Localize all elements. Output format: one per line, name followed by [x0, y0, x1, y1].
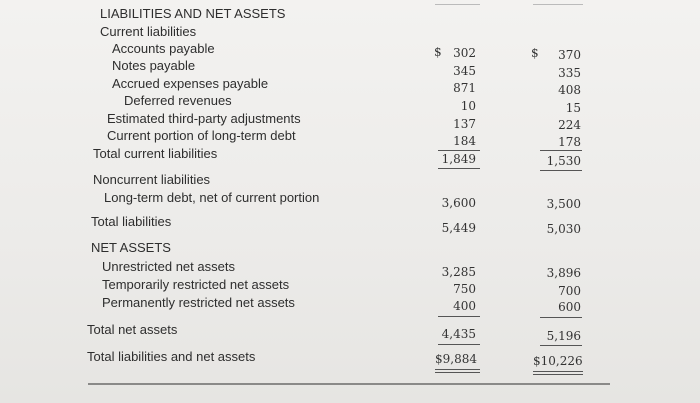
- noncurrent-liabilities-heading: Noncurrent liabilities: [93, 172, 211, 187]
- subtotal-rule: [438, 344, 480, 345]
- total-liabilities-label: Total liabilities: [91, 214, 172, 229]
- total-net-assets-label: Total net assets: [87, 322, 178, 337]
- line-item-label: Current portion of long-term debt: [107, 128, 296, 143]
- line-item-label: Long-term debt, net of current portion: [104, 190, 320, 205]
- double-underline: [533, 374, 583, 375]
- table-bottom-border: [88, 383, 610, 385]
- value-current-year: 750: [453, 282, 476, 296]
- value-current-year: 345: [453, 64, 476, 78]
- subtotal-rule: [540, 345, 582, 346]
- value-current-year: 302: [453, 46, 476, 60]
- value-prior-year: 408: [558, 83, 581, 97]
- current-liabilities-heading: Current liabilities: [100, 24, 197, 39]
- value-prior-year: 600: [558, 300, 581, 314]
- total-current-liabilities-prior-year: 1,530: [546, 154, 581, 168]
- dollar-sign: $: [434, 45, 442, 59]
- value-prior-year: 335: [558, 66, 581, 80]
- dollar-sign: $: [531, 46, 539, 60]
- subtotal-rule: [540, 317, 582, 318]
- value-current-year: 10: [460, 99, 476, 113]
- value-prior-year: 3,500: [546, 197, 581, 211]
- value-current-year: 3,285: [441, 265, 476, 279]
- value-current-year: 137: [453, 117, 476, 131]
- subtotal-rule: [540, 150, 582, 151]
- total-current-liabilities-label: Total current liabilities: [93, 146, 218, 161]
- value-current-year: 184: [453, 134, 476, 148]
- total-liabilities-current-year: 5,449: [441, 221, 476, 235]
- line-item-label: Estimated third-party adjustments: [107, 111, 301, 126]
- total-net-assets-prior-year: 5,196: [546, 329, 581, 343]
- section-header: LIABILITIES AND NET ASSETS: [100, 6, 286, 21]
- double-underline: [435, 372, 480, 373]
- grand-total-prior-year: $10,226: [533, 354, 583, 368]
- subtotal-rule: [438, 150, 480, 151]
- double-underline: [435, 369, 480, 370]
- value-current-year: 871: [453, 81, 476, 95]
- total-rule: [540, 170, 582, 171]
- net-assets-heading: NET ASSETS: [91, 240, 171, 255]
- line-item-label: Notes payable: [112, 58, 196, 73]
- total-liabilities-prior-year: 5,030: [546, 222, 581, 236]
- value-prior-year: 15: [565, 101, 581, 115]
- line-item-label: Permanently restricted net assets: [102, 295, 295, 310]
- grand-total-label: Total liabilities and net assets: [87, 349, 256, 364]
- subtotal-rule: [438, 316, 480, 317]
- value-prior-year: 178: [558, 135, 581, 149]
- value-prior-year: 370: [558, 48, 581, 62]
- value-prior-year: 224: [558, 118, 581, 132]
- total-rule: [438, 168, 480, 169]
- column-rule: [435, 4, 480, 5]
- total-current-liabilities-current-year: 1,849: [441, 152, 476, 166]
- column-rule: [533, 4, 583, 5]
- double-underline: [533, 371, 583, 372]
- value-current-year: 3,600: [441, 196, 476, 210]
- value-current-year: 400: [453, 299, 476, 313]
- line-item-label: Unrestricted net assets: [102, 259, 235, 274]
- grand-total-current-year: $9,884: [435, 352, 477, 366]
- value-prior-year: 3,896: [546, 266, 581, 280]
- line-item-label: Deferred revenues: [124, 93, 232, 108]
- line-item-label: Accounts payable: [112, 41, 215, 56]
- total-net-assets-current-year: 4,435: [441, 327, 476, 341]
- value-prior-year: 700: [558, 284, 581, 298]
- line-item-label: Temporarily restricted net assets: [102, 277, 290, 292]
- line-item-label: Accrued expenses payable: [112, 76, 269, 91]
